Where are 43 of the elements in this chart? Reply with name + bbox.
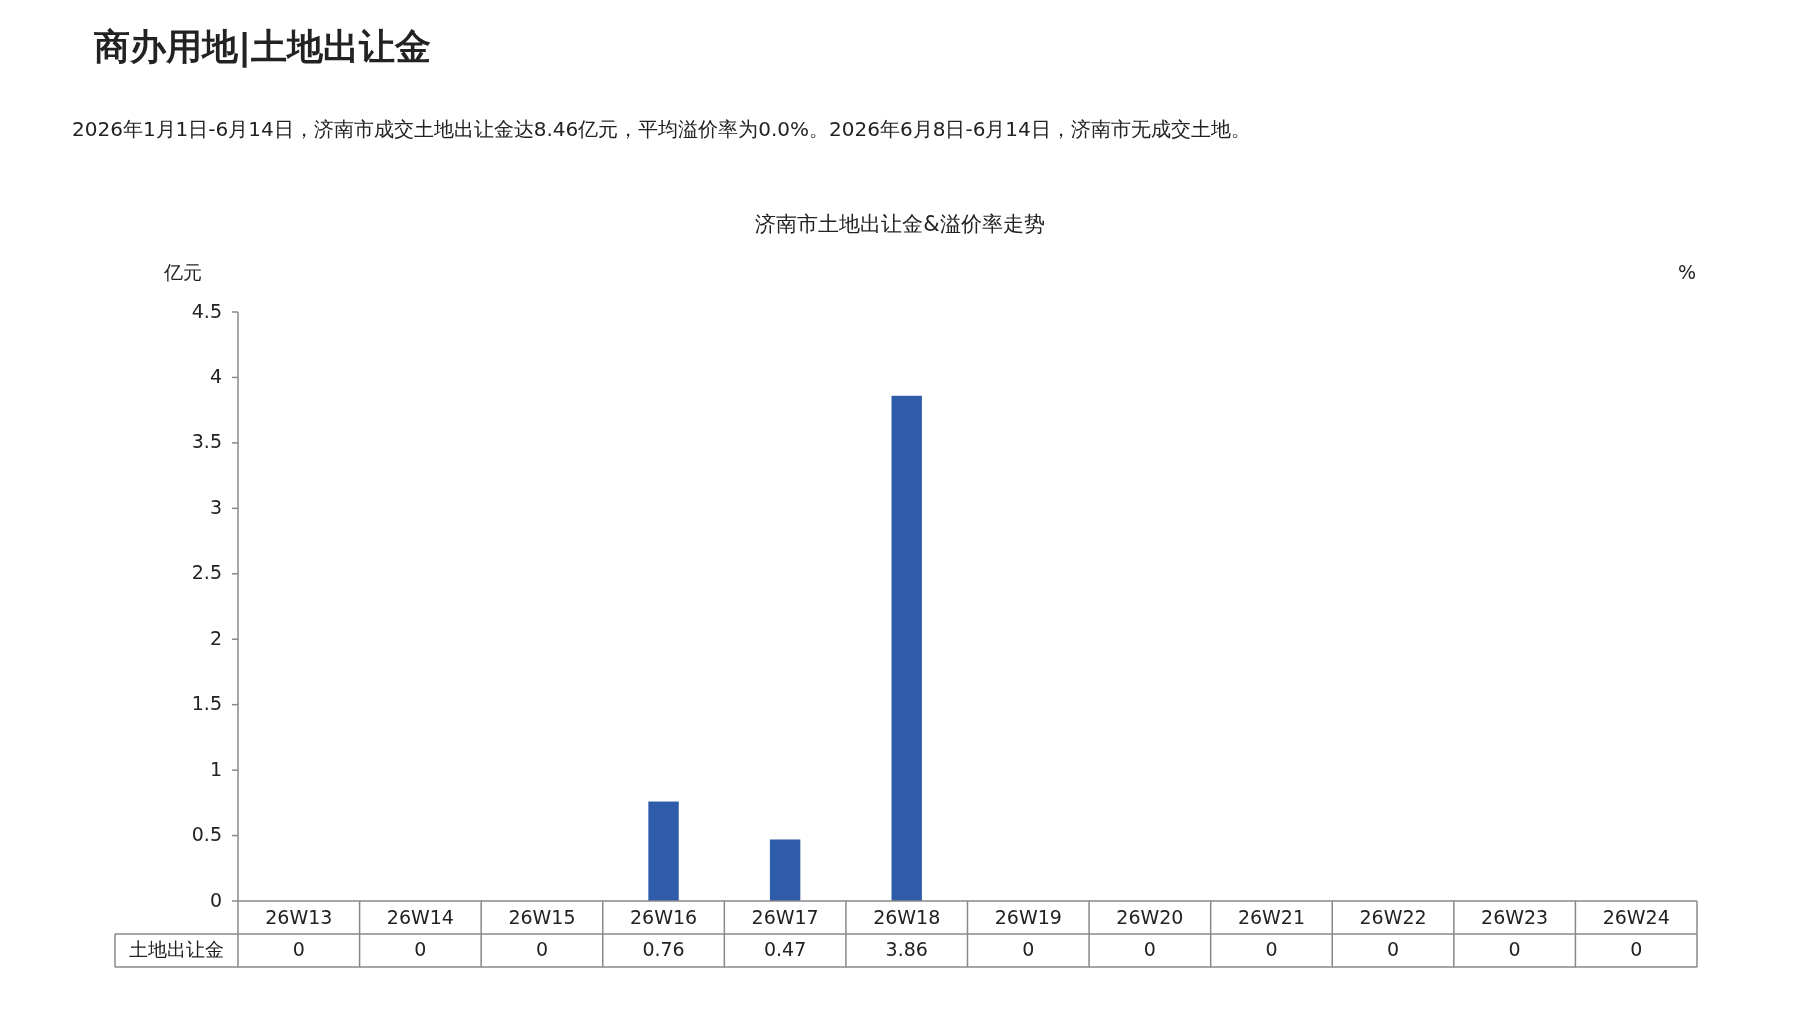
x-tick-label: 26W17 xyxy=(751,906,819,928)
x-tick-label: 26W16 xyxy=(629,906,698,928)
x-tick-label: 26W24 xyxy=(1602,906,1670,928)
y-tick-label: 0.5 xyxy=(191,823,222,846)
x-tick-label: 26W20 xyxy=(1116,906,1184,928)
data-label: 0 xyxy=(1022,938,1035,960)
y-axis-title: 亿元 xyxy=(163,260,202,283)
data-label: 0 xyxy=(1265,938,1278,960)
text: 土地出让金 xyxy=(129,938,224,960)
data-label: 0 xyxy=(1143,938,1156,960)
y2-axis-title: % xyxy=(1677,260,1697,283)
y-tick-label: 2 xyxy=(209,626,222,649)
data-label: 3.86 xyxy=(885,938,928,960)
x-tick-label: 26W23 xyxy=(1481,906,1549,928)
x-tick-label: 26W19 xyxy=(994,906,1062,928)
data-label: 0 xyxy=(1630,938,1643,960)
data-label: 0 xyxy=(535,938,549,960)
x-tick-label: 26W18 xyxy=(873,906,941,928)
y-tick-label: 3 xyxy=(209,495,222,518)
x-tick-label: 26W15 xyxy=(508,906,576,928)
y-tick-label: 1 xyxy=(209,757,222,780)
y-tick-label: 3.5 xyxy=(191,430,222,453)
text: 济南市土地出让金&溢价率走势 xyxy=(755,212,1045,236)
data-label: 0 xyxy=(292,938,305,960)
data-label: 0.76 xyxy=(642,938,685,960)
bar xyxy=(648,801,679,901)
chart-title: 商办用地|土地出让金 xyxy=(94,26,432,68)
x-tick-label: 26W21 xyxy=(1237,906,1306,928)
data-label: 0 xyxy=(414,938,427,960)
y-tick-label: 1.5 xyxy=(191,692,222,715)
x-tick-label: 26W22 xyxy=(1359,906,1427,928)
bar xyxy=(891,395,922,901)
y-tick-label: 4.5 xyxy=(191,299,222,322)
y-tick-label: 2.5 xyxy=(191,561,222,584)
chart-subtitle: 2026年1月1日-6月14日，济南市成交土地出让金达8.46亿元，平均溢价率为0.0%。2026年6月8日-6月14日，济南市无成交土地。 xyxy=(72,116,1251,141)
data-label: 0 xyxy=(1508,938,1521,960)
y-tick-label: 0 xyxy=(209,888,222,911)
data-label: 0.47 xyxy=(763,938,807,960)
x-tick-label: 26W14 xyxy=(386,906,454,928)
data-label: 0 xyxy=(1386,938,1400,960)
x-tick-label: 26W13 xyxy=(265,906,333,928)
y-tick-label: 4 xyxy=(209,364,222,387)
bar xyxy=(769,839,801,901)
